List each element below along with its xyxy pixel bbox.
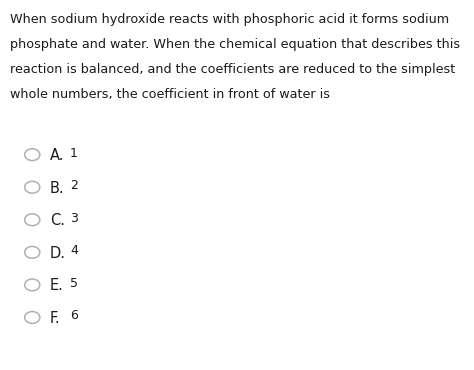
Text: 4: 4 bbox=[70, 244, 78, 257]
Circle shape bbox=[25, 149, 40, 161]
Text: 1: 1 bbox=[70, 147, 78, 159]
Text: A.: A. bbox=[50, 148, 64, 163]
Text: 5: 5 bbox=[70, 277, 78, 290]
Text: F.: F. bbox=[50, 311, 60, 326]
Text: whole numbers, the coefficient in front of water is: whole numbers, the coefficient in front … bbox=[10, 88, 330, 101]
Text: When sodium hydroxide reacts with phosphoric acid it forms sodium: When sodium hydroxide reacts with phosph… bbox=[10, 13, 449, 26]
Circle shape bbox=[25, 246, 40, 258]
Circle shape bbox=[25, 214, 40, 226]
Text: 2: 2 bbox=[70, 179, 78, 192]
Text: phosphate and water. When the chemical equation that describes this: phosphate and water. When the chemical e… bbox=[10, 38, 461, 51]
Circle shape bbox=[25, 312, 40, 323]
Text: B.: B. bbox=[50, 181, 64, 196]
Text: C.: C. bbox=[50, 213, 65, 228]
Text: reaction is balanced, and the coefficients are reduced to the simplest: reaction is balanced, and the coefficien… bbox=[10, 63, 456, 76]
Text: E.: E. bbox=[50, 278, 64, 293]
Text: 6: 6 bbox=[70, 309, 78, 322]
Text: 3: 3 bbox=[70, 212, 78, 225]
Text: D.: D. bbox=[50, 246, 66, 261]
Circle shape bbox=[25, 279, 40, 291]
Circle shape bbox=[25, 181, 40, 193]
